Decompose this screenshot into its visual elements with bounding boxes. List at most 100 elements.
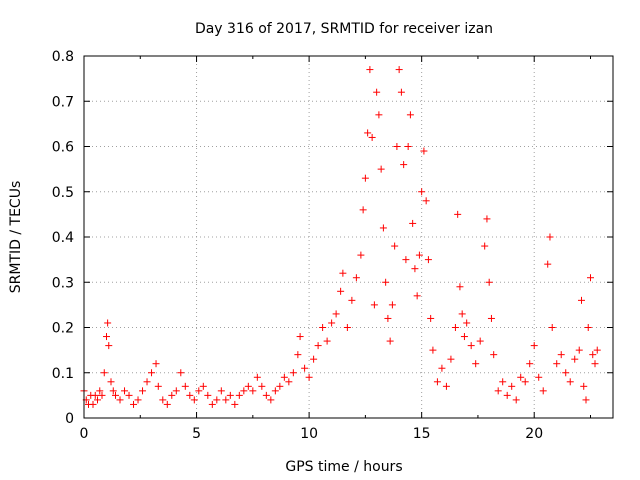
data-point [411, 265, 419, 273]
data-point [244, 382, 252, 390]
y-tick-label: 0.2 [52, 321, 74, 337]
data-point [571, 355, 579, 363]
data-point [476, 337, 484, 345]
x-tick-label: 20 [525, 426, 543, 442]
data-point [280, 373, 288, 381]
data-point [249, 387, 257, 395]
data-point [305, 373, 313, 381]
data-point [582, 396, 590, 404]
data-point [94, 396, 102, 404]
data-point [447, 355, 455, 363]
data-point [429, 346, 437, 354]
data-point [548, 324, 556, 331]
data-point [388, 301, 396, 309]
data-point [377, 165, 385, 173]
data-point [163, 400, 171, 408]
data-point [499, 378, 507, 386]
data-point [586, 274, 594, 282]
y-tick-label: 0.8 [52, 49, 74, 65]
y-tick-label: 0.1 [52, 366, 74, 382]
data-point [107, 378, 115, 386]
data-point [442, 382, 450, 390]
data-point [384, 314, 392, 322]
data-point [562, 369, 570, 377]
data-point [481, 242, 489, 250]
data-point [103, 333, 111, 341]
data-point [539, 387, 547, 395]
data-point [406, 111, 414, 119]
data-point [96, 387, 104, 395]
x-axis-title: GPS time / hours [285, 459, 402, 475]
data-point [348, 296, 356, 304]
data-point [413, 292, 421, 300]
data-point [343, 324, 351, 331]
data-point [89, 400, 97, 408]
data-point [535, 373, 543, 381]
data-point [458, 310, 466, 318]
data-point [154, 382, 162, 390]
data-point [109, 387, 117, 395]
data-point [593, 346, 601, 354]
data-point [373, 88, 381, 96]
data-point [186, 391, 194, 399]
data-point [231, 400, 239, 408]
axis-ticks [83, 55, 613, 419]
data-point [366, 66, 374, 74]
data-point [460, 333, 468, 341]
data-point [177, 369, 185, 377]
data-point [409, 219, 417, 227]
data-point [125, 391, 133, 399]
data-point [577, 296, 585, 304]
data-point [375, 111, 383, 119]
data-point [289, 369, 297, 377]
data-point [379, 224, 387, 232]
data-point [544, 260, 552, 268]
data-point [370, 301, 378, 309]
y-tick-label: 0.6 [52, 140, 74, 156]
data-point [168, 391, 176, 399]
data-point [427, 314, 435, 322]
data-point [204, 391, 212, 399]
y-axis-title: SRMTID / TECUs [8, 181, 24, 294]
data-point [328, 319, 336, 327]
data-point [557, 351, 565, 359]
x-tick-label: 0 [80, 426, 89, 442]
data-point [512, 396, 520, 404]
data-point [433, 378, 441, 386]
data-point [213, 396, 221, 404]
data-point [235, 391, 243, 399]
y-tick-label: 0.4 [52, 230, 74, 246]
data-point [294, 351, 302, 359]
data-point [217, 387, 225, 395]
data-point [359, 206, 367, 214]
chart-title: Day 316 of 2017, SRMTID for receiver iza… [195, 21, 493, 37]
data-point [240, 387, 248, 395]
data-point [134, 396, 142, 404]
data-point [199, 382, 207, 390]
data-point [152, 360, 160, 368]
data-point [382, 278, 390, 286]
data-point [285, 378, 293, 386]
data-point [424, 256, 432, 264]
data-point [400, 161, 408, 169]
y-tick-label: 0.5 [52, 185, 74, 201]
data-point [494, 387, 502, 395]
data-point [454, 210, 462, 218]
data-point [226, 391, 234, 399]
data-point [391, 242, 399, 250]
data-point [472, 360, 480, 368]
data-point [105, 342, 113, 350]
data-point [508, 382, 516, 390]
data-point [301, 364, 309, 372]
data-point [319, 324, 327, 331]
data-point [98, 391, 106, 399]
data-point [485, 278, 493, 286]
data-point [253, 373, 261, 381]
y-tick-label: 0.3 [52, 275, 74, 291]
data-point [364, 129, 372, 137]
x-tick-label: 15 [413, 426, 431, 442]
data-point [418, 188, 426, 196]
data-point [262, 391, 270, 399]
data-point [100, 369, 108, 377]
